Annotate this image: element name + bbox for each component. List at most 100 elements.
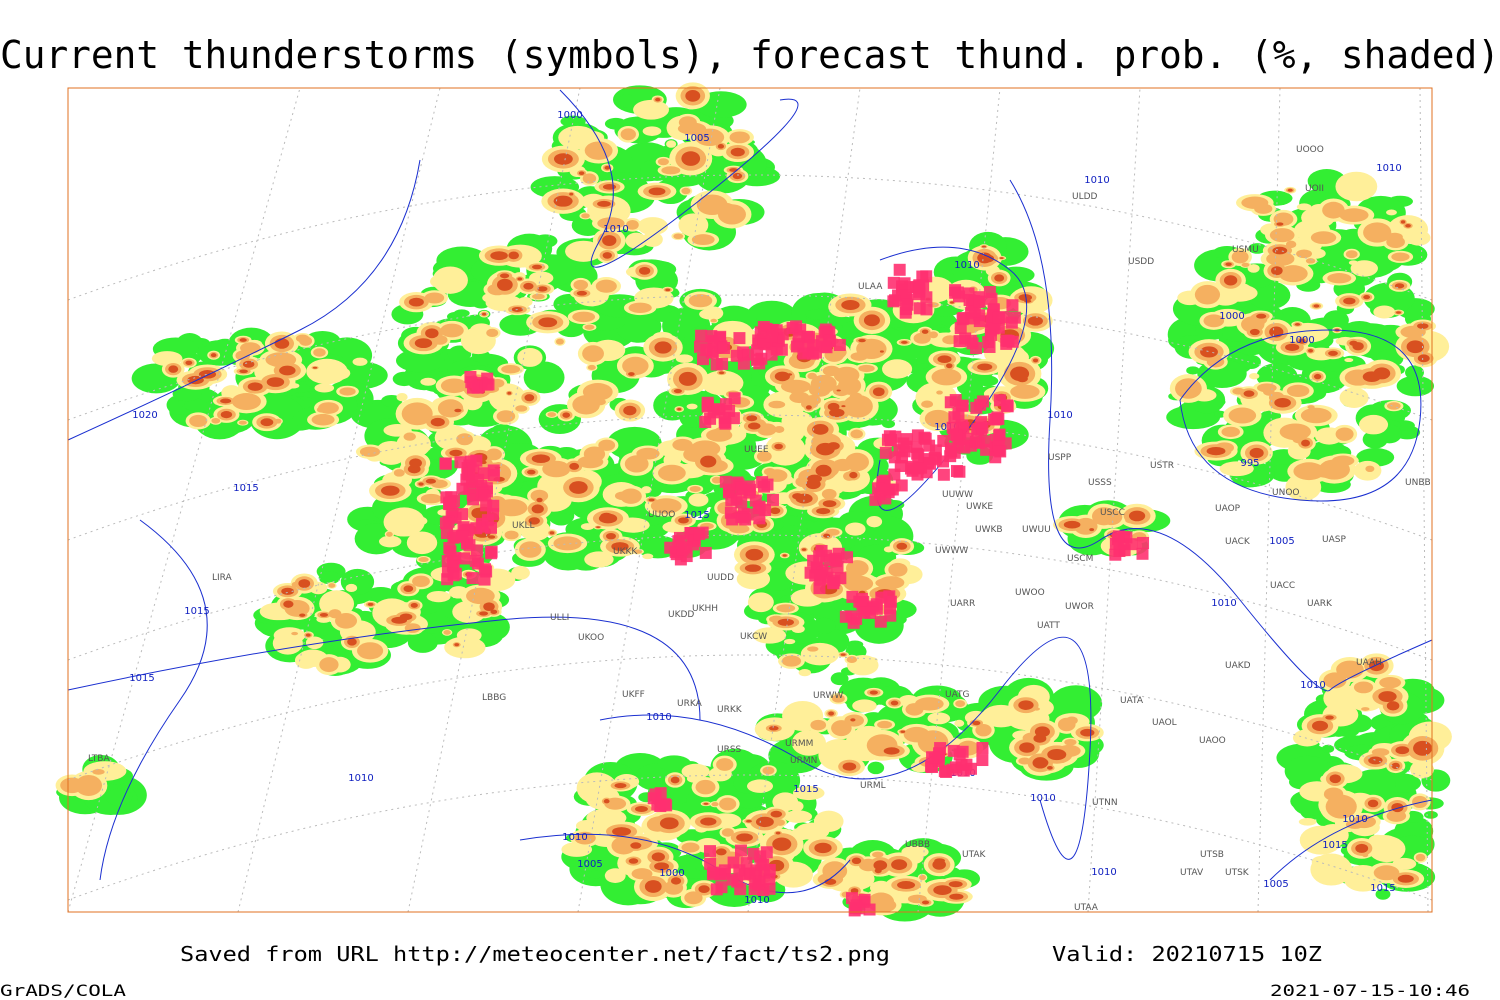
station-label: ULDD bbox=[1072, 192, 1098, 202]
storm-symbol bbox=[928, 451, 941, 464]
storm-symbol bbox=[963, 293, 976, 306]
prob-shade bbox=[456, 433, 473, 446]
station-label: UAOO bbox=[1199, 736, 1226, 746]
prob-shade bbox=[872, 851, 884, 858]
prob-shade bbox=[456, 628, 482, 643]
valid-time: Valid: 20210715 10Z bbox=[1052, 942, 1322, 966]
storm-symbol bbox=[894, 459, 907, 472]
graticule bbox=[577, 87, 721, 913]
prob-shade bbox=[903, 726, 930, 743]
prob-shade bbox=[695, 779, 716, 795]
prob-shade bbox=[517, 348, 543, 367]
prob-shade bbox=[633, 99, 670, 120]
storm-symbol bbox=[992, 412, 1005, 425]
station-label: LTBA bbox=[88, 754, 110, 764]
storm-symbol bbox=[946, 421, 959, 434]
prob-shade bbox=[504, 530, 519, 540]
prob-shade bbox=[810, 719, 827, 731]
prob-shade bbox=[240, 342, 261, 354]
isobar-label: 1000 bbox=[1219, 311, 1244, 322]
prob-shade bbox=[432, 335, 448, 345]
prob-shade bbox=[872, 387, 885, 397]
station-label: UAOL bbox=[1152, 718, 1177, 728]
prob-shade bbox=[352, 357, 368, 366]
timestamp: 2021-07-15-10:46 bbox=[1270, 981, 1470, 1000]
prob-shade bbox=[420, 493, 442, 504]
station-label: UTAK bbox=[962, 850, 987, 860]
prob-shade bbox=[189, 414, 208, 428]
prob-shade bbox=[786, 373, 793, 376]
station-label: URMM bbox=[785, 739, 813, 749]
prob-shade bbox=[814, 842, 832, 854]
prob-shade bbox=[1405, 224, 1411, 228]
prob-shade bbox=[1352, 342, 1364, 351]
prob-shade bbox=[666, 140, 677, 148]
storm-symbol bbox=[747, 847, 760, 860]
prob-shade bbox=[1424, 811, 1438, 819]
storm-symbol bbox=[478, 573, 491, 586]
prob-shade bbox=[838, 677, 888, 709]
prob-shade bbox=[805, 405, 812, 410]
storm-symbol bbox=[724, 506, 737, 519]
prob-shade bbox=[688, 493, 709, 507]
prob-shade bbox=[1355, 843, 1369, 853]
prob-shade bbox=[1300, 407, 1332, 424]
prob-shade bbox=[1266, 251, 1295, 266]
prob-shade bbox=[1292, 729, 1322, 747]
prob-shade bbox=[1412, 795, 1428, 808]
station-label: UNBB bbox=[1405, 478, 1431, 488]
storm-symbol bbox=[743, 867, 756, 880]
prob-shade bbox=[386, 531, 393, 537]
prob-shade bbox=[595, 279, 617, 293]
prob-shade bbox=[782, 554, 787, 557]
prob-shade bbox=[1249, 328, 1260, 336]
prob-shade bbox=[603, 799, 610, 804]
prob-shade bbox=[813, 810, 844, 832]
prob-shade bbox=[755, 816, 774, 828]
prob-shade bbox=[877, 720, 893, 729]
prob-shade bbox=[977, 363, 993, 371]
prob-shade bbox=[628, 302, 652, 314]
storm-symbol bbox=[960, 758, 973, 771]
station-label: USMU bbox=[1232, 245, 1259, 255]
station-label: UAOP bbox=[1215, 504, 1241, 514]
storm-symbol bbox=[440, 527, 453, 540]
storm-symbol bbox=[920, 303, 933, 316]
prob-shade bbox=[359, 446, 381, 457]
prob-shade bbox=[393, 469, 405, 477]
prob-shade bbox=[1375, 888, 1391, 900]
prob-shade bbox=[542, 460, 571, 478]
prob-shade bbox=[305, 633, 311, 637]
prob-shade bbox=[561, 842, 593, 857]
prob-shade bbox=[651, 852, 665, 862]
prob-shade bbox=[1256, 313, 1267, 319]
prob-shade bbox=[686, 774, 703, 783]
storm-symbol bbox=[898, 277, 911, 290]
station-label: UOII bbox=[1305, 184, 1324, 194]
prob-shade bbox=[1400, 220, 1406, 224]
prob-shade bbox=[403, 585, 414, 593]
prob-shade bbox=[1405, 365, 1424, 380]
storm-symbol bbox=[737, 357, 750, 370]
storm-symbol bbox=[456, 530, 469, 543]
storm-symbol bbox=[1112, 530, 1125, 543]
station-label: USDD bbox=[1128, 257, 1154, 267]
prob-shade bbox=[829, 408, 845, 418]
prob-shade bbox=[582, 345, 604, 363]
prob-shade bbox=[897, 881, 916, 890]
prob-shade bbox=[936, 390, 943, 395]
prob-shade bbox=[916, 363, 929, 369]
prob-shade bbox=[927, 712, 951, 725]
prob-shade bbox=[479, 611, 489, 616]
prob-shade bbox=[849, 732, 864, 742]
prob-shade bbox=[746, 819, 752, 823]
storm-symbol bbox=[757, 858, 770, 871]
storm-symbol bbox=[879, 446, 892, 459]
prob-shade bbox=[1345, 250, 1358, 259]
prob-shade bbox=[499, 479, 504, 482]
storm-symbol bbox=[710, 883, 723, 896]
isobar-label: 1010 bbox=[1211, 598, 1236, 609]
prob-shade bbox=[776, 604, 796, 613]
prob-shade bbox=[747, 422, 761, 430]
storm-symbol bbox=[831, 561, 844, 574]
